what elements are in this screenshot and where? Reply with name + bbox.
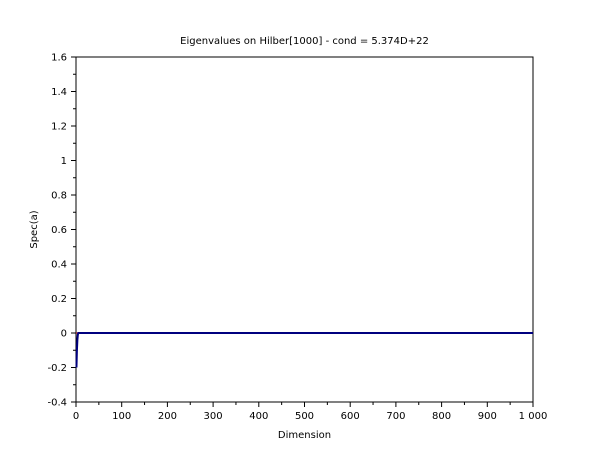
y-tick-label: 1 (61, 156, 67, 167)
series-layer (75, 332, 533, 368)
x-tick-label: 200 (158, 411, 177, 422)
x-tick-label: 300 (204, 411, 223, 422)
x-tick-label: 900 (478, 411, 497, 422)
x-tick-label: 400 (249, 411, 268, 422)
y-tick-label: 0.8 (51, 191, 67, 202)
plot-frame (75, 56, 534, 403)
x-tick-label: 0 (73, 411, 79, 422)
y-tick-label: -0.4 (47, 398, 67, 409)
y-tick-label: -0.2 (47, 363, 67, 374)
x-tick-label: 600 (341, 411, 360, 422)
x-axis: 0 100 200 300 400 500 600 700 800 900 1 000 (73, 402, 548, 422)
chart-title: Eigenvalues on Hilber[1000] - cond = 5.3… (180, 36, 429, 47)
x-tick-label: 800 (432, 411, 451, 422)
x-tick-label: 100 (112, 411, 131, 422)
y-tick-label: 0.4 (51, 260, 67, 271)
y-tick-label: 1.6 (51, 53, 67, 64)
y-tick-label: 0.2 (51, 294, 67, 305)
x-axis-title: Dimension (278, 430, 331, 441)
x-tick-label: 1 000 (519, 411, 548, 422)
y-axis: -0.4 -0.2 0 0.2 0.4 0.6 0.8 1 1.2 1.4 1.6 (47, 53, 76, 409)
y-tick-label: 0 (61, 329, 67, 340)
y-tick-label: 1.2 (51, 122, 67, 133)
series-line (75, 332, 533, 368)
x-tick-label: 500 (295, 411, 314, 422)
y-axis-title: Spec(a) (29, 210, 40, 248)
y-tick-label: 0.6 (51, 225, 67, 236)
y-tick-label: 1.4 (51, 87, 67, 98)
x-tick-label: 700 (386, 411, 405, 422)
